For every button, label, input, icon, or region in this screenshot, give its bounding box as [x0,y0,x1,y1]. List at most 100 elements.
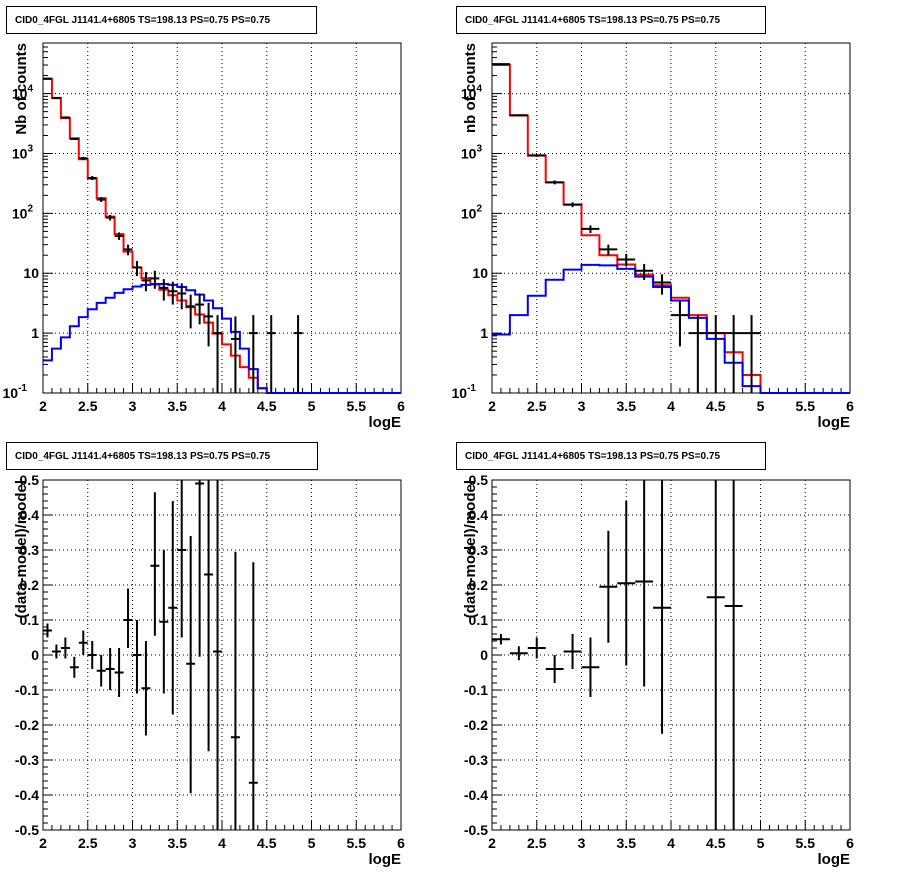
data-point [293,315,303,393]
data-point [150,270,160,289]
residual-point [186,536,196,794]
y-tick-label: 1 [31,325,39,341]
x-tick-label: 3 [129,835,137,851]
y-tick-label: 10-1 [452,383,477,401]
x-tick-label: 5 [757,398,765,414]
residual-point [78,630,88,655]
data-point [159,279,169,301]
panel-1: 2 2.5 3 3.5 4 4.5 5 5.5 6logE10-1110102103104Nb … [3,42,405,431]
data-point [195,293,205,325]
data-point [599,244,618,256]
residual-point [105,648,115,690]
source-model-histogram [43,283,401,394]
data-point [617,253,636,267]
y-tick-label: 0.2 [20,577,40,593]
x-tick-label: 2 [39,835,47,851]
data-point [177,283,187,310]
y-tick-label: 103 [12,143,34,161]
data-point [204,302,214,347]
x-tick-label: 5.5 [347,835,367,851]
data-point [266,315,276,393]
grid [492,43,850,393]
residual-point [492,634,510,645]
x-tick-label: 2.5 [78,398,98,414]
data-point [69,137,79,140]
residual-point [248,562,258,830]
residual-point [114,648,124,697]
x-axis-title: logE [818,851,851,868]
data-point [78,156,88,160]
panel-title-2: CID0_4FGL J1141.4+6805 TS=198.13 PS=0.75… [456,6,766,34]
y-axis-title: nb of counts [462,43,479,133]
residual-point [43,623,52,638]
y-tick-label: 0 [480,647,488,663]
residual-point [123,588,133,648]
data-point [51,97,61,100]
x-tick-label: 3.5 [168,835,188,851]
x-tick-label: 5.5 [347,398,367,414]
y-tick-label: -0.3 [15,752,39,768]
y-tick-label: 10 [472,265,488,281]
data-point [581,225,600,233]
residual-point [132,620,142,694]
y-tick-label: -0.2 [464,717,488,733]
y-tick-label: -0.2 [15,717,39,733]
y-axis-title: Nb of counts [13,43,30,135]
data-point [509,114,528,117]
residual-point [204,480,214,752]
x-tick-label: 6 [846,835,854,851]
data-point [742,315,761,393]
x-tick-label: 4.5 [257,835,277,851]
data-point [168,281,178,305]
data-point [248,315,258,393]
x-axis-title: logE [369,414,402,431]
x-tick-label: 4.5 [257,398,277,414]
x-tick-label: 3.5 [617,835,637,851]
residual-point [159,550,169,694]
residual-point [96,655,106,687]
residual-point [195,480,205,657]
y-axis: -0.5 -0.4 -0.3 -0.2 -0.1 0 0.1 0.2 0.3 0.4 0.5(dat… [462,472,502,838]
x-axis-title: logE [818,414,851,431]
y-tick-label: 1 [480,325,488,341]
data-point [141,271,151,292]
panel-title-1: CID0_4FGL J1141.4+6805 TS=198.13 PS=0.75… [6,6,317,34]
data-point [114,232,124,240]
data-point [87,176,97,181]
data-point [688,315,707,393]
data-point [132,261,142,276]
y-axis-title: (data-model)/model [462,480,479,618]
x-tick-label: 6 [397,835,405,851]
y-tick-label: 0.3 [20,542,40,558]
y-tick-label: 0.4 [469,507,489,523]
residual-point [635,480,654,687]
residual-point [527,637,546,659]
residual-point [150,492,160,636]
y-tick-label: 102 [461,203,483,221]
y-tick-label: 10-1 [3,383,28,401]
x-tick-label: 2.5 [78,835,98,851]
residual-point [724,480,743,830]
residual-point [177,480,187,638]
y-tick-label: 0.5 [20,472,40,488]
data-point [706,315,725,393]
y-tick-label: -0.1 [464,682,488,698]
x-tick-label: 3 [129,398,137,414]
x-tick-label: 4 [667,835,675,851]
x-tick-label: 4.5 [706,835,726,851]
x-tick-label: 4 [218,835,226,851]
x-tick-label: 6 [397,398,405,414]
data-point [60,116,70,119]
y-tick-label: 0 [31,647,39,663]
panel-2: 2 2.5 3 3.5 4 4.5 5 5.5 6logE10-1110102103104nb … [452,42,854,431]
residual-point [213,480,222,830]
data-point [724,315,743,393]
residual-point [168,501,178,715]
data-point [671,301,689,347]
total-model-histogram [43,78,401,394]
y-tick-label: 0.4 [20,507,40,523]
residual-point [545,655,564,683]
